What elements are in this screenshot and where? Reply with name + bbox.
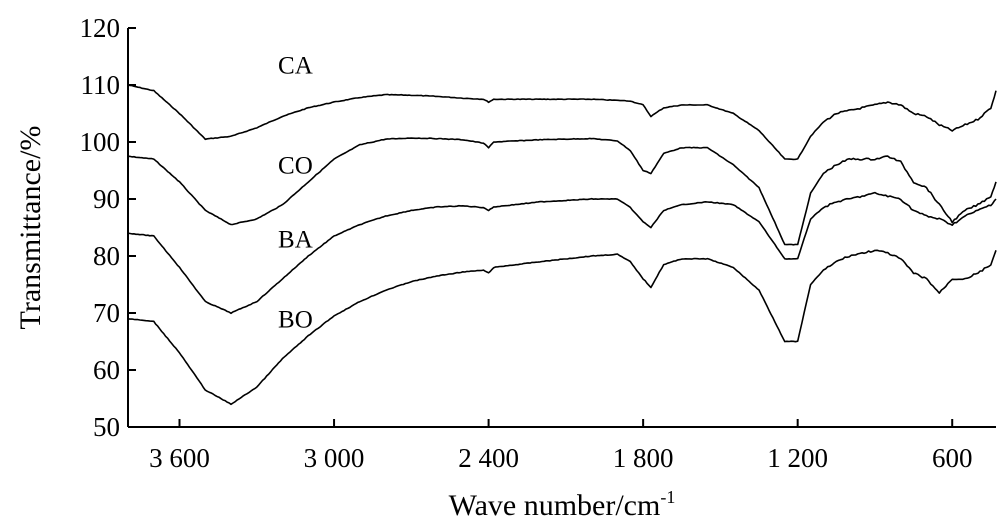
y-tick-label: 110	[81, 70, 121, 100]
y-ticks: 50 60 70 80 90 100 110 120	[80, 13, 136, 442]
x-axis-title-superscript: -1	[660, 487, 675, 507]
x-tick-label: 600	[932, 443, 973, 473]
x-ticks: 3 600 3 000 2 400 1 800 1 200 600	[149, 419, 972, 473]
series-line-ba	[127, 191, 997, 315]
y-tick-label: 60	[93, 355, 120, 385]
y-tick-label: 120	[80, 13, 121, 43]
x-tick-label: 2 400	[458, 443, 519, 473]
y-tick-label: 70	[93, 298, 120, 328]
x-tick-label: 3 000	[304, 443, 365, 473]
series-label-co: CO	[278, 152, 313, 179]
series-line-ca	[127, 84, 997, 161]
y-tick-label: 50	[93, 412, 120, 442]
y-tick-label: 90	[93, 184, 120, 214]
series-lines	[127, 84, 997, 406]
series-label-ca: CA	[278, 53, 313, 80]
y-axis-title: Transmittance/%	[14, 126, 47, 330]
y-tick-label: 80	[93, 241, 120, 271]
x-tick-label: 1 200	[767, 443, 828, 473]
x-axis-title: Wave number/cm-1	[449, 487, 676, 522]
series-label-bo: BO	[278, 306, 313, 333]
series-line-co	[127, 137, 997, 246]
series-labels: CA CO BA BO	[278, 53, 313, 334]
x-tick-label: 3 600	[149, 443, 210, 473]
series-line-bo	[127, 249, 997, 406]
y-tick-label: 100	[80, 127, 121, 157]
x-axis-title-text: Wave number/cm	[449, 489, 661, 522]
series-label-ba: BA	[278, 226, 313, 253]
axes	[127, 28, 996, 428]
x-tick-label: 1 800	[613, 443, 674, 473]
